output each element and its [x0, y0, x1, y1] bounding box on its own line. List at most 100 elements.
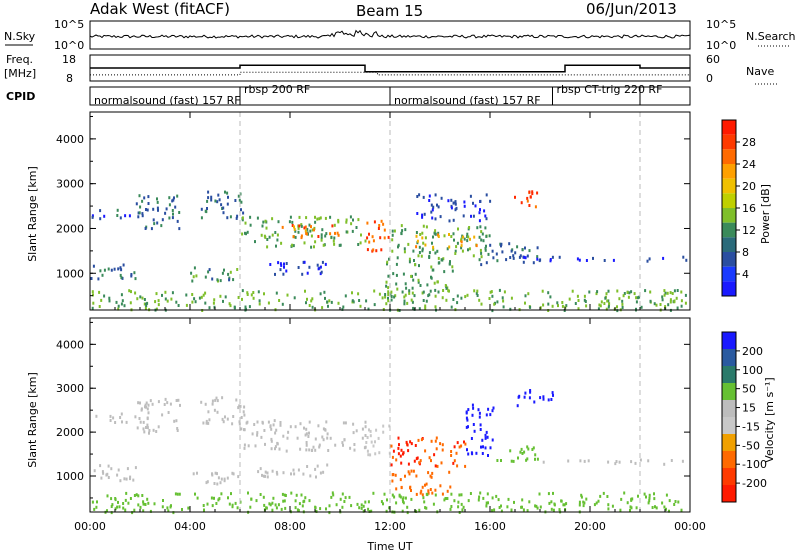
heatmap-cell	[330, 300, 333, 304]
velocity-panel-bg	[90, 318, 690, 512]
heatmap-cell	[121, 276, 124, 280]
heatmap-cell	[552, 393, 554, 397]
heatmap-cell	[305, 301, 307, 305]
heatmap-cell	[267, 420, 270, 424]
heatmap-cell	[362, 504, 365, 508]
heatmap-cell	[165, 207, 168, 211]
heatmap-cell	[553, 502, 556, 506]
heatmap-cell	[359, 241, 362, 245]
heatmap-cell	[217, 498, 220, 502]
heatmap-cell	[390, 295, 393, 298]
heatmap-cell	[510, 249, 513, 253]
heatmap-cell	[386, 260, 389, 264]
heatmap-cell	[534, 205, 537, 209]
heatmap-cell	[125, 420, 128, 424]
heatmap-cell	[296, 436, 299, 440]
heatmap-cell	[130, 273, 133, 276]
heatmap-cell	[469, 237, 471, 241]
heatmap-cell	[200, 216, 203, 220]
heatmap-feature	[281, 224, 340, 240]
heatmap-cell	[222, 420, 225, 424]
heatmap-cell	[367, 307, 370, 311]
heatmap-cell	[526, 457, 529, 461]
heatmap-cell	[464, 464, 467, 468]
heatmap-cell	[532, 261, 535, 265]
heatmap-cell	[264, 219, 267, 223]
heatmap-cell	[116, 214, 119, 217]
heatmap-cell	[401, 290, 404, 294]
heatmap-cell	[305, 443, 308, 447]
heatmap-cell	[432, 502, 435, 506]
heatmap-cell	[666, 291, 669, 295]
heatmap-cell	[387, 286, 390, 290]
heatmap-cell	[242, 410, 245, 414]
heatmap-cell	[287, 430, 290, 434]
heatmap-cell	[470, 451, 473, 455]
heatmap-cell	[423, 500, 426, 504]
heatmap-cell	[491, 509, 493, 513]
heatmap-cell	[196, 496, 199, 500]
heatmap-cell	[408, 289, 411, 293]
heatmap-cell	[539, 396, 542, 400]
heatmap-cell	[633, 292, 636, 296]
heatmap-cell	[316, 217, 319, 221]
heatmap-cell	[439, 215, 442, 219]
heatmap-cell	[270, 439, 273, 443]
heatmap-cell	[403, 299, 406, 303]
heatmap-cell	[500, 244, 502, 248]
heatmap-cell	[460, 244, 463, 248]
heatmap-cell	[252, 296, 255, 300]
heatmap-cell	[661, 501, 664, 505]
heatmap-cell	[361, 436, 364, 440]
colorbar-segment	[722, 237, 736, 252]
heatmap-cell	[343, 438, 346, 442]
heatmap-cell	[372, 239, 375, 243]
heatmap-cell	[422, 241, 425, 245]
heatmap-cell	[616, 309, 619, 313]
heatmap-cell	[528, 249, 531, 253]
heatmap-cell	[416, 195, 419, 198]
heatmap-cell	[412, 249, 415, 253]
heatmap-cell	[492, 256, 495, 260]
heatmap-cell	[434, 217, 437, 221]
heatmap-feature	[391, 224, 491, 259]
heatmap-cell	[139, 420, 142, 424]
heatmap-cell	[491, 309, 494, 313]
colorbar-segment	[722, 193, 736, 208]
heatmap-cell	[435, 447, 438, 451]
heatmap-cell	[466, 418, 469, 422]
heatmap-cell	[306, 227, 309, 231]
heatmap-cell	[480, 263, 483, 267]
heatmap-cell	[112, 416, 115, 420]
heatmap-cell	[142, 502, 145, 506]
heatmap-cell	[396, 287, 399, 291]
heatmap-cell	[562, 503, 565, 507]
heatmap-cell	[450, 454, 453, 457]
heatmap-cell	[275, 428, 278, 432]
heatmap-cell	[251, 432, 254, 436]
heatmap-cell	[219, 481, 222, 485]
heatmap-cell	[343, 500, 346, 503]
colorbar-tick-label: 200	[742, 345, 763, 358]
heatmap-cell	[551, 255, 554, 259]
heatmap-cell	[422, 290, 425, 294]
heatmap-cell	[485, 504, 488, 508]
heatmap-cell	[684, 301, 687, 305]
heatmap-cell	[421, 249, 424, 253]
heatmap-cell	[339, 497, 342, 501]
heatmap-cell	[488, 297, 491, 300]
heatmap-cell	[351, 229, 354, 233]
heatmap-cell	[407, 462, 410, 466]
heatmap-cell	[171, 291, 174, 295]
heatmap-cell	[262, 474, 265, 478]
heatmap-cell	[126, 467, 129, 471]
heatmap-cell	[430, 439, 433, 443]
heatmap-cell	[268, 502, 271, 506]
heatmap-cell	[478, 258, 481, 262]
heatmap-cell	[274, 272, 276, 276]
heatmap-cell	[284, 494, 287, 497]
heatmap-cell	[388, 257, 390, 261]
heatmap-cell	[411, 300, 414, 304]
heatmap-cell	[262, 220, 265, 224]
heatmap-cell	[486, 492, 489, 496]
